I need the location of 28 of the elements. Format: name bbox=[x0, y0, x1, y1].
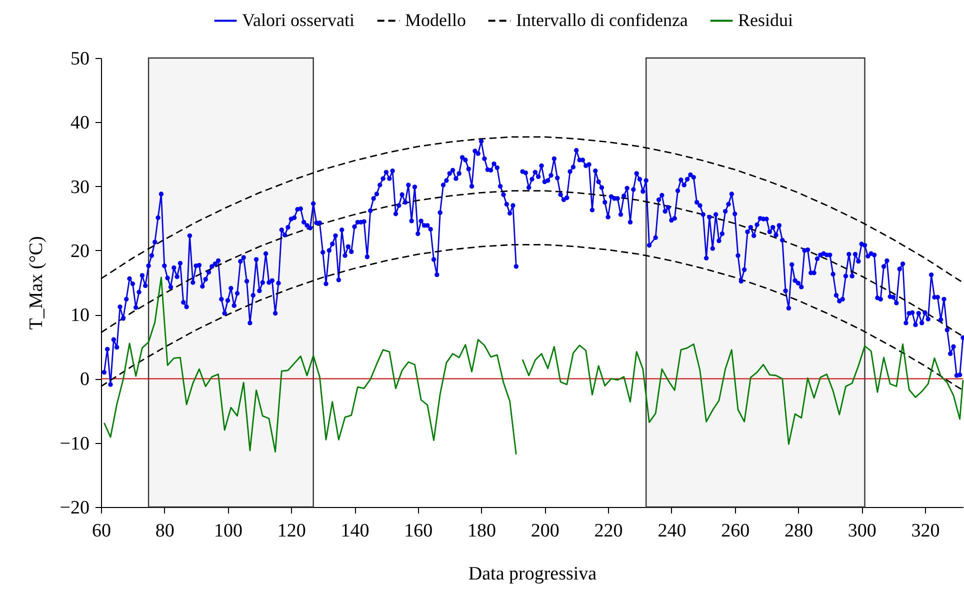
x-tick-label: 180 bbox=[468, 520, 496, 542]
x-tick-label: 120 bbox=[277, 520, 306, 542]
x-tick-label: 320 bbox=[911, 520, 940, 542]
x-tick-label: 260 bbox=[721, 520, 750, 542]
x-tick-label: 220 bbox=[594, 520, 623, 542]
y-tick-label: 50 bbox=[70, 48, 90, 70]
x-tick-label: 300 bbox=[848, 520, 876, 542]
x-tick-label: 140 bbox=[340, 520, 370, 542]
legend-label: Modello bbox=[405, 10, 466, 30]
x-tick-label: 200 bbox=[530, 520, 560, 542]
legend-label: Residui bbox=[738, 10, 794, 30]
y-tick-label: 40 bbox=[70, 112, 90, 134]
legend-label: Intervallo di confidenza bbox=[516, 10, 688, 30]
x-tick-label: 80 bbox=[155, 520, 174, 542]
y-tick-label: −10 bbox=[60, 433, 90, 454]
x-tick-label: 100 bbox=[214, 520, 243, 542]
y-tick-label: 10 bbox=[70, 305, 90, 326]
y-tick-label: 0 bbox=[80, 369, 90, 390]
x-tick-label: 240 bbox=[658, 520, 686, 542]
x-tick-label: 280 bbox=[784, 520, 813, 542]
x-axis-title: Data progressiva bbox=[468, 564, 598, 584]
x-tick-label: 60 bbox=[92, 520, 111, 542]
y-tick-label: 30 bbox=[70, 176, 90, 198]
legend-label: Valori osservati bbox=[242, 10, 354, 30]
y-tick-label: −20 bbox=[60, 498, 90, 518]
y-tick-label: 20 bbox=[70, 240, 90, 262]
y-axis-title: T_Max (°C) bbox=[26, 236, 47, 330]
x-tick-label: 160 bbox=[404, 520, 433, 542]
